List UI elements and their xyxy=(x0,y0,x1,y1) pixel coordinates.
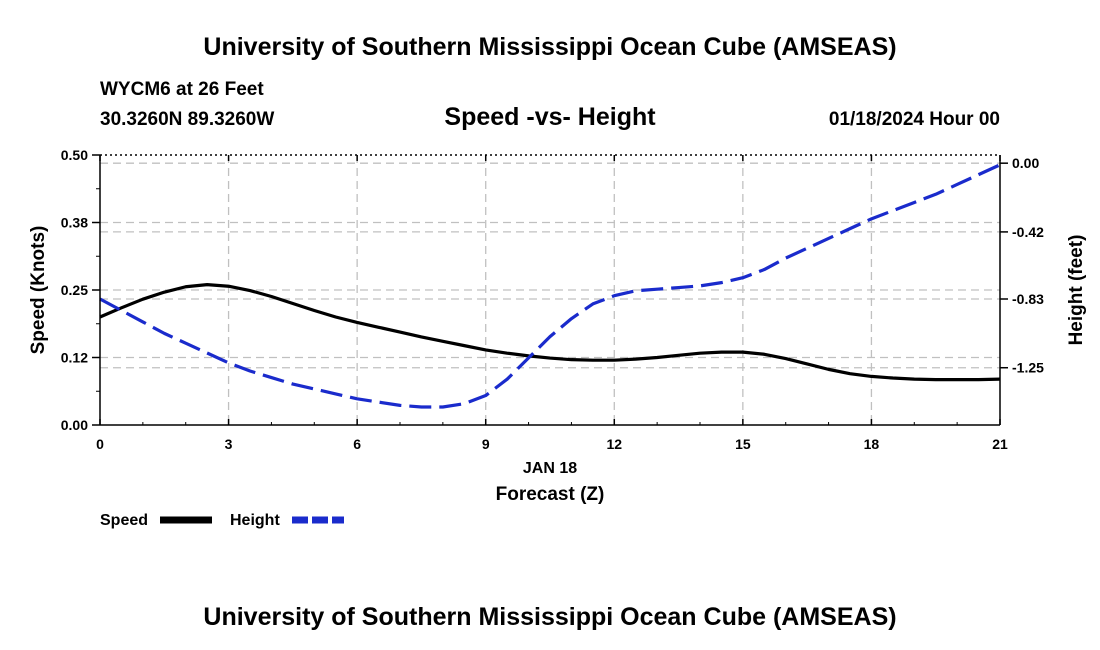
y-axis-label: Speed (Knots) xyxy=(28,226,49,355)
x-tick-label: 9 xyxy=(482,436,490,452)
top-title: University of Southern Mississippi Ocean… xyxy=(203,33,896,61)
chart-title: Speed -vs- Height xyxy=(444,103,656,131)
y-tick-label: 0.25 xyxy=(61,282,88,298)
x-tick-label: 15 xyxy=(735,436,751,452)
y-tick-label: 0.00 xyxy=(61,417,88,433)
y2-tick-label: -0.83 xyxy=(1012,291,1044,307)
series-layer xyxy=(99,163,1001,409)
x-axis-label: Forecast (Z) xyxy=(496,484,605,505)
y2-tick-label: -0.42 xyxy=(1012,224,1044,240)
grid xyxy=(100,155,1000,425)
y-tick-label: 0.38 xyxy=(61,215,88,231)
x-axis-sublabel: JAN 18 xyxy=(523,460,577,477)
y2-tick-label: -1.25 xyxy=(1012,360,1044,376)
legend: Speed Height xyxy=(100,512,344,529)
x-tick-label: 21 xyxy=(992,436,1008,452)
legend-label-speed: Speed xyxy=(100,512,148,529)
legend-label-height: Height xyxy=(230,512,280,529)
series-line-height xyxy=(99,163,1001,409)
x-tick-label: 6 xyxy=(353,436,361,452)
series-line-speed xyxy=(99,283,1001,382)
x-tick-label: 12 xyxy=(606,436,622,452)
y2-axis-label: Height (feet) xyxy=(1066,235,1087,346)
y-tick-label: 0.50 xyxy=(61,147,88,163)
y2-tick-label: 0.00 xyxy=(1012,155,1039,171)
station-label: WYCM6 at 26 Feet xyxy=(100,79,264,100)
x-tick-label: 18 xyxy=(864,436,880,452)
coordinates-label: 30.3260N 89.3260W xyxy=(100,109,274,130)
x-tick-label: 0 xyxy=(96,436,104,452)
axes: 0 3 6 9 12 15 18 21 0.00 0.12 0.25 0.38 0.50 0.00 -0.4… xyxy=(61,147,1044,452)
y-tick-label: 0.12 xyxy=(61,350,88,366)
bottom-title: University of Southern Mississippi Ocean… xyxy=(203,603,896,631)
x-tick-label: 3 xyxy=(225,436,233,452)
date-label: 01/18/2024 Hour 00 xyxy=(829,109,1000,130)
